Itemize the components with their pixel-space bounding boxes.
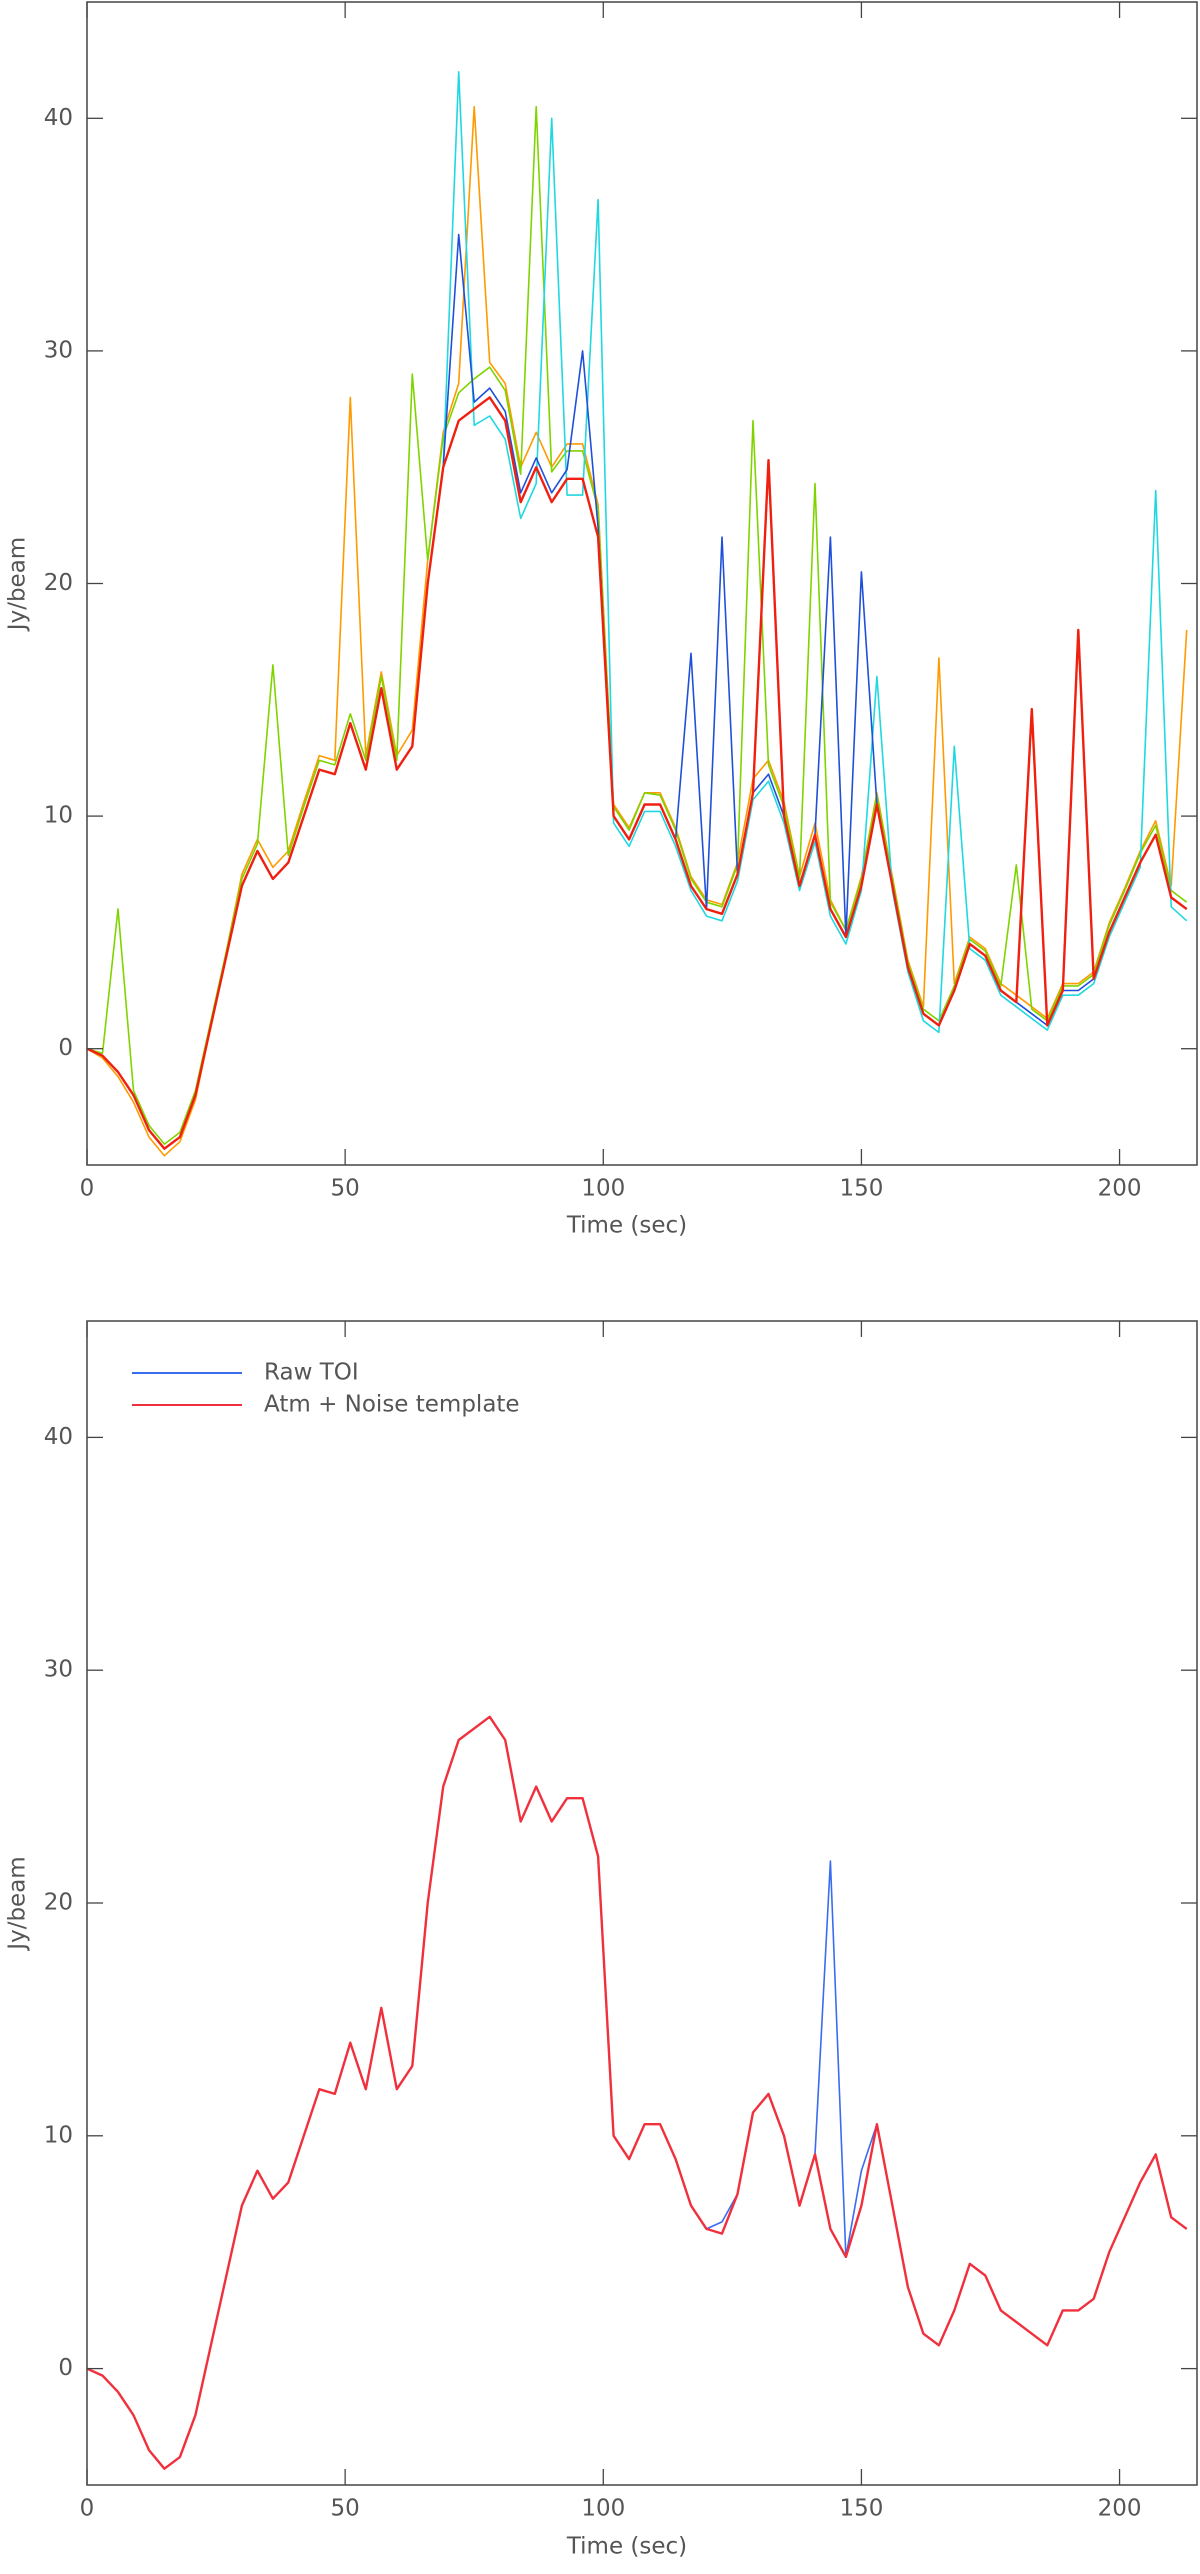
y-tick-label: 10 bbox=[44, 2122, 73, 2148]
data-line bbox=[87, 105, 1188, 1157]
y-tick-label: 40 bbox=[44, 105, 73, 131]
y-axis-label: Jy/beam bbox=[5, 1856, 31, 1951]
y-tick-label: 30 bbox=[44, 337, 73, 363]
x-tick-label: 50 bbox=[330, 1176, 359, 1202]
plot-frame bbox=[86, 1320, 1198, 2486]
x-axis-label: Time (sec) bbox=[566, 2534, 687, 2560]
data-line bbox=[87, 71, 1188, 1150]
x-tick-label: 0 bbox=[80, 1176, 95, 1202]
x-tick-label: 0 bbox=[80, 2496, 95, 2522]
x-tick-label: 100 bbox=[581, 1176, 625, 1202]
y-axis-label: Jy/beam bbox=[5, 537, 31, 632]
y-tick-label: 40 bbox=[44, 1424, 73, 1450]
data-line bbox=[87, 105, 1188, 1145]
y-tick-label: 30 bbox=[44, 1657, 73, 1683]
y-tick-label: 10 bbox=[44, 803, 73, 829]
x-tick-label: 150 bbox=[839, 2496, 883, 2522]
data-line bbox=[87, 396, 1188, 1150]
y-tick-label: 0 bbox=[58, 1035, 73, 1061]
x-tick-label: 50 bbox=[330, 2496, 359, 2522]
legend-label: Atm + Noise template bbox=[264, 1392, 520, 1418]
y-tick-label: 0 bbox=[58, 2355, 73, 2381]
x-tick-label: 150 bbox=[839, 1176, 883, 1202]
x-tick-label: 200 bbox=[1098, 1176, 1142, 1202]
y-tick-label: 20 bbox=[44, 1890, 73, 1916]
y-tick-label: 20 bbox=[44, 570, 73, 596]
x-tick-label: 100 bbox=[581, 2496, 625, 2522]
legend-label: Raw TOI bbox=[264, 1360, 359, 1386]
data-line bbox=[87, 1715, 1188, 2470]
x-tick-label: 200 bbox=[1098, 2496, 1142, 2522]
data-line bbox=[87, 1716, 1188, 2470]
x-axis-label: Time (sec) bbox=[566, 1213, 687, 1239]
